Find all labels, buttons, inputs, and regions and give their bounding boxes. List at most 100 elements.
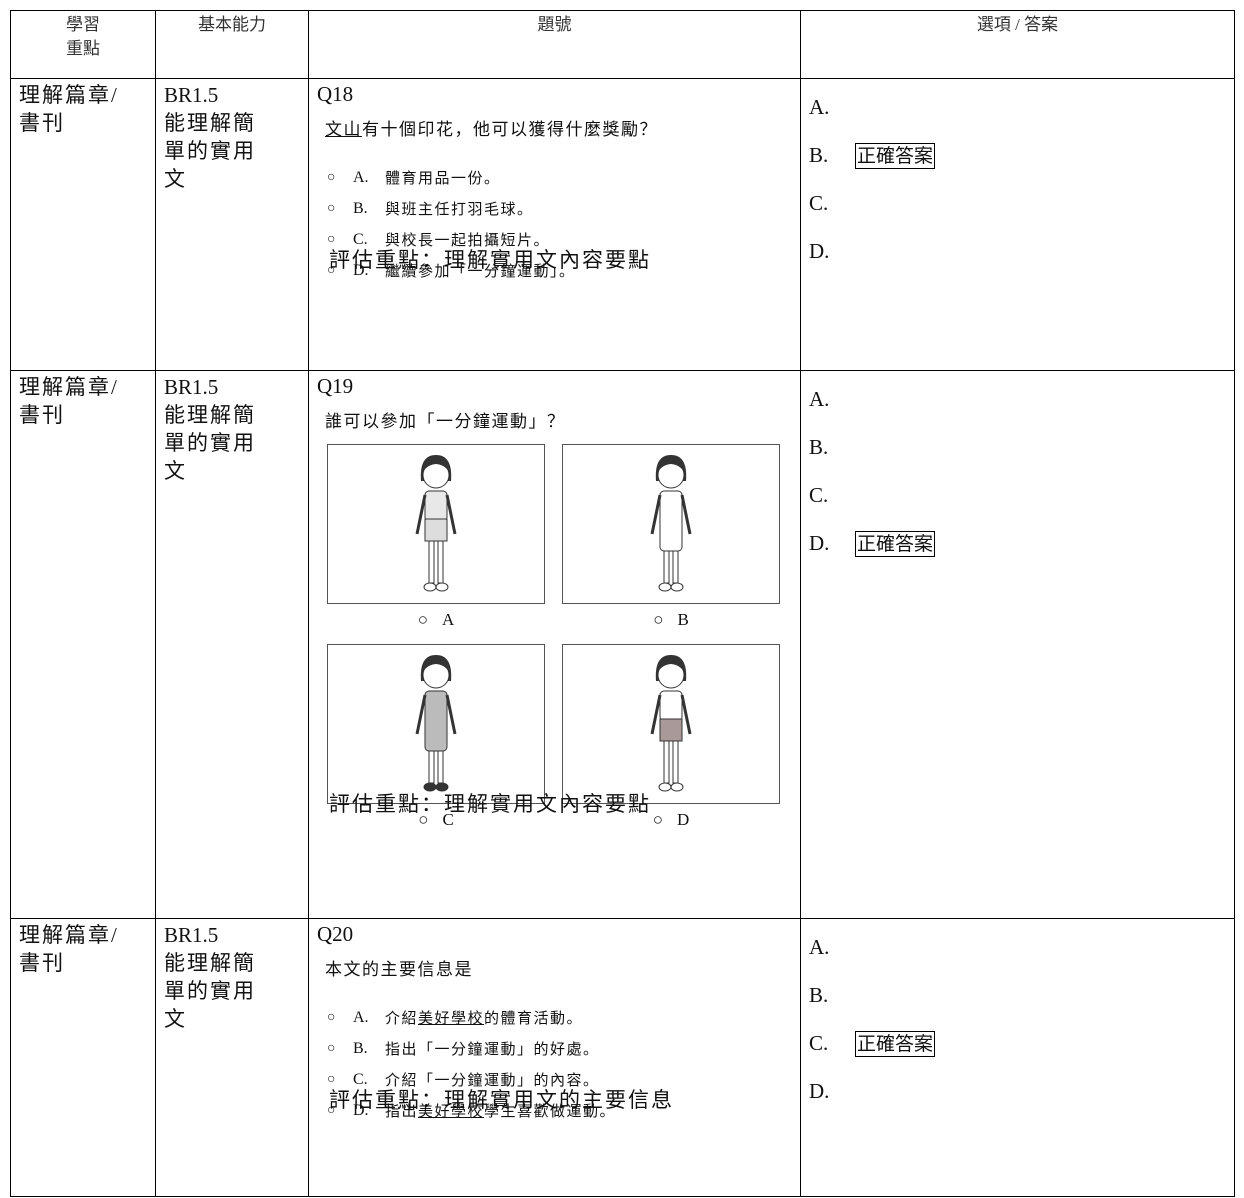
arm [680,694,692,735]
radio-circle: ○ [327,1040,336,1056]
answer-cell: A. B. 正確答案 C. D. [800,78,1235,371]
shoe [435,782,449,792]
option-text: 與校長一起拍攝短片。 [385,229,550,250]
image-label: ○ C [327,810,545,830]
option: ○ A. 介紹美好學校的體育活動。 [327,1002,792,1033]
question-content: Q20 本文的主要信息是 ○ A. 介紹美好學校的體育活動。 ○ B. 指出「一分鐘運動」的好… [317,921,792,1126]
header-text: 選項 / 答案 [976,15,1059,34]
focus-cell: 理解篇章/書刊 [10,370,156,919]
option-letter: D. [353,261,369,279]
leg [663,550,670,584]
correct-answer-tag: 正確答案 [855,1031,936,1057]
answer-letter: A. [809,387,830,411]
option: ○ C. 介紹「一分鐘運動」的內容。 [327,1064,792,1095]
image-options: ○ A ○ B ○ C ○ D [327,444,792,830]
header-cell: 選項 / 答案 [800,10,1235,79]
body [659,690,683,722]
focus-text: 理解篇章/ [19,375,119,399]
shoe [658,782,672,792]
image-letter: C [442,810,454,829]
shoe [435,582,449,592]
skill-text: 文 [164,167,187,191]
skill-text: 單的實用 [164,139,256,163]
text-part: 的體育活動。 [484,1011,584,1027]
image-label: ○ B [562,610,780,630]
text-part: 文山 [325,120,362,139]
question-content: Q18 文山有十個印花，他可以獲得什麼獎勵？ ○ A. 體育用品一份。 ○ B. 與班主任打羽… [317,81,792,286]
radio-circle: ○ [327,1009,336,1025]
image-box [327,644,545,804]
skill-cell: BR1.5 能理解簡 單的實用文 [155,78,309,371]
child-illustration [415,655,457,792]
text-part: 繼續參加「一分鐘運動」。 [385,264,576,280]
image-label: ○ A [327,610,545,630]
header-text: 重點 [66,39,100,58]
correct-answer-tag: 正確答案 [855,531,936,557]
answer-row: B. 正確答案 [809,143,1226,191]
radio-circle: ○ [652,810,663,829]
radio-circle: ○ [327,262,336,278]
fringe [423,657,449,671]
body [424,690,448,752]
option-text: 介紹「一分鐘運動」的內容。 [385,1069,600,1090]
answer-row: A. [809,935,1226,983]
image-option: ○ C [327,644,545,830]
answer-cell: A. B. C. 正確答案 D. [800,918,1235,1197]
skill-text: 能理解簡 [164,951,256,975]
answer-letter: C. [809,1031,829,1055]
radio-circle: ○ [653,610,664,629]
leg [428,750,435,784]
question-number: Q18 [317,82,354,106]
focus-text: 書刊 [19,111,65,135]
arm [445,494,457,535]
text-part: 介紹 [385,1011,419,1027]
option: ○ D. 繼續參加「一分鐘運動」。 [327,255,792,286]
option: ○ B. 指出「一分鐘運動」的好處。 [327,1033,792,1064]
question-prompt: 本文的主要信息是 [325,955,792,980]
question-number: Q20 [317,922,354,946]
text-part: 指出 [385,1104,419,1120]
answer-letter: C. [809,191,829,215]
arm [445,694,457,735]
fringe [423,457,449,471]
focus-text: 理解篇章/ [19,923,119,947]
bottom [424,518,448,542]
focus-cell: 理解篇章/書刊 [10,78,156,371]
question-row: 理解篇章/書刊 BR1.5 能理解簡 單的實用文 Q20 本文的主要信息是 ○ A. 介紹美好學… [10,918,1235,1197]
image-box [327,444,545,604]
answer-row: D. 正確答案 [809,531,1226,579]
option: ○ B. 與班主任打羽毛球。 [327,193,792,224]
option-letter: D. [353,1101,369,1119]
fringe [658,457,684,471]
radio-circle: ○ [327,1071,336,1087]
image-label: ○ D [562,810,780,830]
leg [672,550,679,584]
option-text: 介紹美好學校的體育活動。 [385,1007,583,1028]
option-text: 指出美好學校學生喜歡做運動。 [385,1100,616,1121]
option-text: 體育用品一份。 [385,167,501,188]
correct-answer-tag: 正確答案 [855,143,936,169]
question-cell: Q18 文山有十個印花，他可以獲得什麼獎勵？ ○ A. 體育用品一份。 ○ B. 與班主任打羽… [308,78,801,371]
answer-letter: C. [809,483,829,507]
text-part: 誰可以參加「一分鐘運動」？ [325,412,566,431]
header-text: 題號 [537,15,572,34]
text-part: 介紹「一分鐘運動」的內容。 [385,1073,600,1089]
option-letter: C. [353,230,368,248]
text-part: 本文的主要信息是 [325,960,473,979]
option: ○ A. 體育用品一份。 [327,162,792,193]
skill-cell: BR1.5 能理解簡 單的實用文 [155,918,309,1197]
radio-circle: ○ [327,200,336,216]
arm [415,494,427,535]
text-part: 指出「一分鐘運動」的好處。 [385,1042,600,1058]
arm [650,494,662,535]
answer-row: A. [809,95,1226,143]
option-letter: A. [353,1008,369,1026]
question-number: Q19 [317,374,354,398]
image-option: ○ D [562,644,780,830]
answer-letter: A. [809,935,830,959]
assessment-focus: 評估重點：理解實用文的主要信息 [329,1088,674,1112]
answer-letter: D. [809,531,830,555]
text-part: 美好學校 [418,1104,485,1120]
skill-cell: BR1.5 能理解簡 單的實用文 [155,370,309,919]
